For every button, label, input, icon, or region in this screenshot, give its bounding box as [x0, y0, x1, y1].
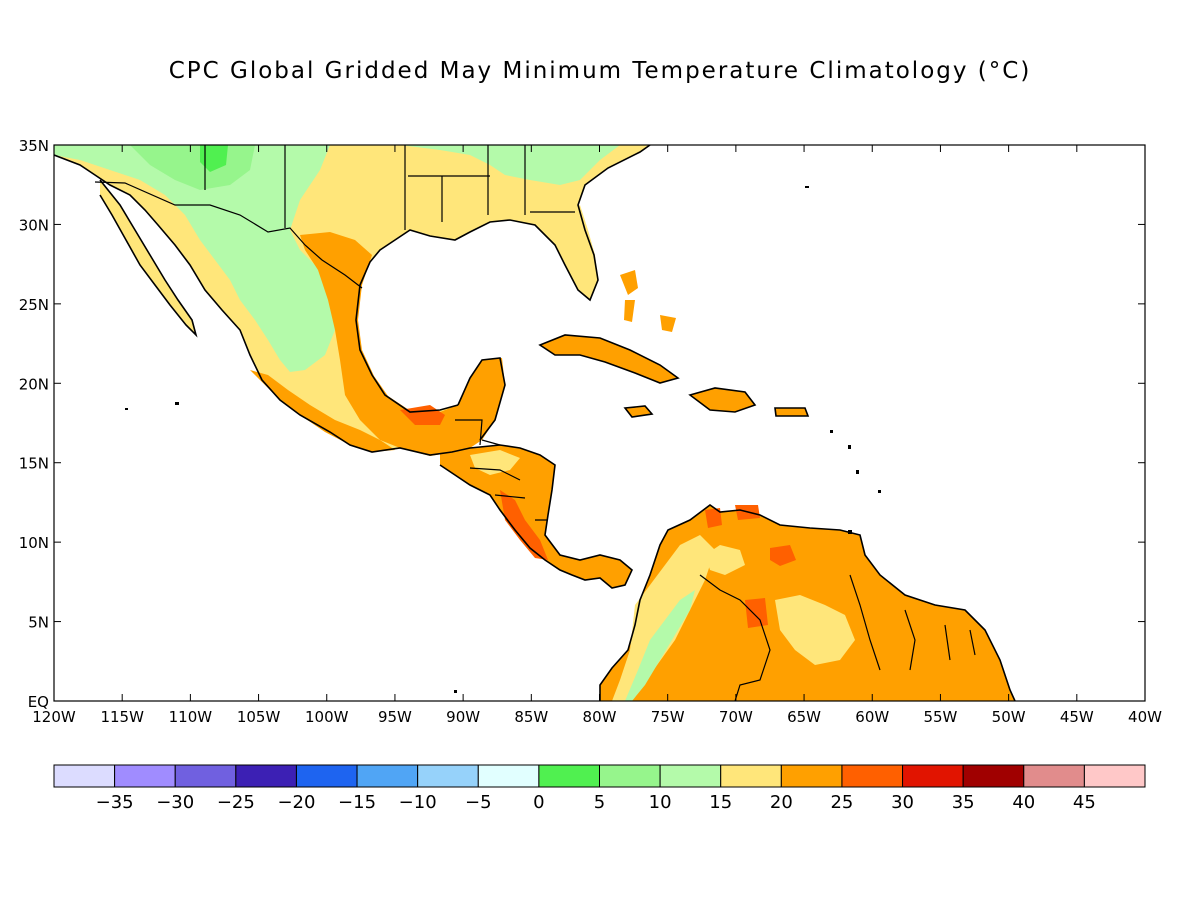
colorbar-label: −30	[156, 792, 194, 813]
lon-tick-label: 105W	[237, 708, 281, 726]
lat-tick-label: 20N	[19, 375, 49, 393]
lat-tick-label: 35N	[19, 137, 49, 155]
colorbar-swatch	[902, 764, 964, 788]
colorbar-label: −35	[96, 792, 134, 813]
cuba	[540, 335, 678, 383]
lon-tick-label: 80W	[583, 708, 617, 726]
coastline-layer	[54, 145, 1016, 701]
texas-cool-zone	[400, 145, 620, 185]
colorbar-swatch	[841, 764, 904, 788]
gulf-coast-warm-zone	[300, 232, 505, 456]
colorbar-label: −10	[399, 792, 437, 813]
mountain-peak-zone	[200, 145, 228, 172]
colorbar: −35 −30 −25 −20 −15 −10 −5 0 5 10 15 20 25 30 35 40 45	[53, 764, 1146, 813]
colorbar-swatch	[174, 764, 237, 788]
colorbar-label: 40	[1012, 792, 1035, 813]
colorbar-label: 15	[709, 792, 732, 813]
colorbar-swatch	[538, 764, 601, 788]
lon-tick-label: 75W	[651, 708, 685, 726]
colorbar-label: 10	[649, 792, 672, 813]
florida-land	[548, 205, 598, 300]
colorbar-swatch	[720, 764, 782, 788]
axis-ticks: 120W 115W 110W 105W 100W 95W 90W 85W 80W 75W 70W 65…	[19, 137, 1162, 726]
lon-tick-label: 45W	[1060, 708, 1094, 726]
baja-california	[100, 180, 196, 335]
lon-tick-label: 100W	[305, 708, 349, 726]
colorbar-label: 25	[830, 792, 853, 813]
colorbar-label: 20	[770, 792, 793, 813]
bahamas	[620, 270, 676, 332]
lat-tick-label: 15N	[19, 455, 49, 473]
lat-tick-label: 30N	[19, 216, 49, 234]
lon-tick-label: 50W	[992, 708, 1026, 726]
colorbar-label: −15	[338, 792, 376, 813]
colorbar-swatch	[599, 764, 661, 788]
lon-tick-label: 115W	[100, 708, 144, 726]
lon-tick-label: 110W	[169, 708, 213, 726]
andes-cool-zone	[612, 535, 715, 701]
lon-tick-label: 85W	[514, 708, 548, 726]
guiana-highland-cool-zone	[775, 595, 855, 665]
pacific-coast-warm-zone	[250, 370, 395, 452]
colorbar-label: 5	[594, 792, 605, 813]
lat-tick-label: EQ	[28, 693, 49, 711]
lat-tick-label: 5N	[28, 614, 49, 632]
central-america-hot-zone	[500, 490, 548, 560]
colorbar-swatch	[114, 764, 176, 788]
colorbar-label: −20	[277, 792, 315, 813]
andes-cold-zone	[625, 590, 695, 701]
map-title: CPC Global Gridded May Minimum Temperatu…	[168, 58, 1032, 84]
colorbar-swatch	[356, 764, 419, 788]
venezuela-cool-zone	[705, 545, 745, 575]
lon-tick-label: 120W	[32, 708, 76, 726]
colorbar-swatch	[1083, 764, 1146, 788]
colorbar-swatch	[235, 764, 297, 788]
central-america-land	[440, 445, 632, 588]
colorbar-swatch	[962, 764, 1025, 788]
colorbar-swatch	[417, 764, 479, 788]
colorbar-label: 35	[952, 792, 975, 813]
colorbar-swatch	[780, 764, 843, 788]
islands-layer	[125, 186, 881, 693]
lon-tick-label: 40W	[1128, 708, 1162, 726]
venezuela-hot-zone	[705, 505, 796, 628]
colorbar-label: 0	[533, 792, 544, 813]
colorbar-label: 30	[891, 792, 914, 813]
hispaniola	[690, 388, 755, 412]
lon-tick-label: 60W	[855, 708, 889, 726]
lon-tick-label: 55W	[923, 708, 957, 726]
colorbar-label: −25	[217, 792, 255, 813]
lon-tick-label: 90W	[446, 708, 480, 726]
colorbar-swatch	[53, 764, 116, 788]
lat-tick-label: 10N	[19, 534, 49, 552]
colorbar-swatch	[659, 764, 722, 788]
land-layer	[54, 145, 1015, 701]
lat-tick-label: 25N	[19, 296, 49, 314]
highland-cool-zone	[54, 145, 335, 372]
colorbar-swatch	[477, 764, 540, 788]
colorbar-swatch	[295, 764, 358, 788]
lon-tick-label: 65W	[787, 708, 821, 726]
colorbar-swatch	[1023, 764, 1085, 788]
lon-tick-label: 70W	[719, 708, 753, 726]
colorbar-label: 45	[1073, 792, 1096, 813]
puerto-rico	[775, 408, 808, 416]
colorbar-label: −5	[465, 792, 492, 813]
lon-tick-label: 95W	[378, 708, 412, 726]
